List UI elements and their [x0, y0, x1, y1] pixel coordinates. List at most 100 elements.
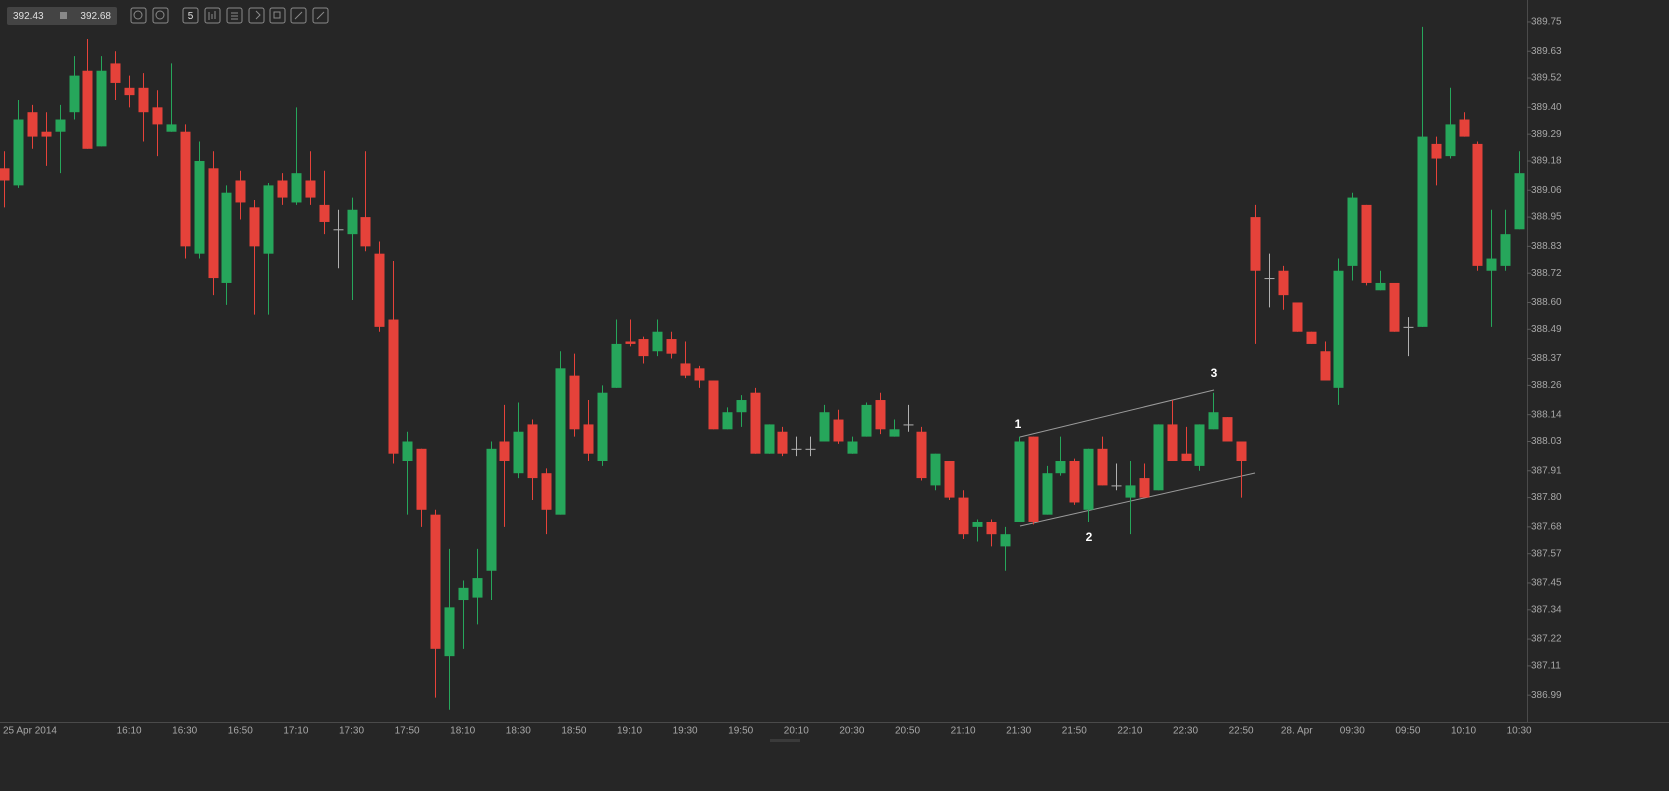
candle-body	[1194, 424, 1205, 466]
candle-body	[944, 461, 955, 498]
interval-button[interactable]	[182, 7, 199, 24]
candle-body	[1445, 124, 1456, 157]
candle-body	[166, 124, 177, 132]
candle-body	[458, 587, 469, 601]
x-tick-label: 22:10	[1117, 726, 1142, 737]
y-tick-label: 389.52	[1531, 73, 1562, 84]
candle-body	[1222, 417, 1233, 442]
candle-body	[1069, 461, 1080, 503]
y-tick-label: 388.95	[1531, 212, 1562, 223]
y-tick-label: 386.99	[1531, 690, 1562, 701]
candle-body	[291, 173, 302, 203]
x-tick-label: 09:30	[1340, 726, 1365, 737]
candle-body	[1403, 326, 1414, 328]
candle-body	[958, 497, 969, 535]
annotation: 1	[1015, 417, 1022, 431]
x-tick-label: 19:30	[673, 726, 698, 737]
x-tick-label: 18:50	[561, 726, 586, 737]
candle-body	[847, 441, 858, 454]
zoom-in-button[interactable]	[152, 7, 169, 24]
candle-body	[1014, 441, 1025, 522]
y-tick-label: 387.57	[1531, 548, 1562, 559]
y-tick-label: 387.22	[1531, 634, 1562, 645]
candle-body	[764, 424, 775, 454]
candle-body	[875, 400, 886, 430]
candle-body	[791, 448, 802, 450]
compare-button[interactable]	[269, 7, 286, 24]
candle-body	[750, 392, 761, 454]
candle-body	[1181, 453, 1192, 462]
channel-lower-line	[1019, 472, 1256, 527]
x-tick-label: 19:10	[617, 726, 642, 737]
y-tick-label: 388.49	[1531, 324, 1562, 335]
candle-body	[55, 119, 66, 132]
candle-body	[1417, 136, 1428, 327]
candle-body	[208, 168, 219, 279]
x-tick-label: 21:10	[951, 726, 976, 737]
candle-body	[124, 87, 135, 96]
settings-button[interactable]	[226, 7, 243, 24]
candle-body	[41, 131, 52, 137]
y-tick-label: 387.68	[1531, 522, 1562, 533]
candle-body	[360, 217, 371, 247]
plot	[0, 26, 1525, 710]
candle-body	[152, 107, 163, 125]
candle-body	[1347, 197, 1358, 266]
candle-body	[708, 380, 719, 430]
chart-type-button[interactable]	[204, 7, 221, 24]
zoom-out-icon	[133, 10, 143, 20]
edit-button[interactable]	[290, 7, 307, 24]
x-tick-label: 20:30	[839, 726, 864, 737]
y-tick-label: 388.26	[1531, 380, 1562, 391]
y-tick-label: 387.45	[1531, 578, 1562, 589]
candle-body	[638, 339, 649, 357]
y-tick-label: 387.34	[1531, 604, 1562, 615]
y-tick-label: 389.29	[1531, 129, 1562, 140]
candle-body	[903, 424, 914, 426]
candle-body	[777, 431, 788, 454]
scrollbar[interactable]	[770, 739, 800, 742]
x-tick-label: 22:50	[1229, 726, 1254, 737]
candle-body	[1139, 478, 1150, 498]
x-tick-label: 16:30	[172, 726, 197, 737]
x-tick-label: 17:50	[395, 726, 420, 737]
candle-body	[402, 441, 413, 462]
toolbar-icons	[208, 10, 325, 20]
candle-body	[1111, 485, 1122, 487]
candle-body	[110, 63, 121, 83]
candle-body	[1292, 302, 1303, 332]
toolbar: 392.43 392.68 5	[7, 7, 329, 25]
candle-body	[527, 424, 538, 479]
y-tick-label: 387.91	[1531, 465, 1562, 476]
candle-body	[1264, 278, 1275, 280]
candle-body	[388, 319, 399, 454]
price-right: 392.68	[80, 11, 111, 22]
candle-body	[305, 180, 316, 198]
candle-body	[1250, 217, 1261, 271]
candle-body	[1320, 351, 1331, 381]
draw-button[interactable]	[312, 7, 329, 24]
candle-body	[833, 419, 844, 442]
zoom-in-icon	[155, 10, 165, 20]
candle-body	[333, 229, 344, 231]
candle-body	[569, 375, 580, 430]
x-tick-label: 09:50	[1395, 726, 1420, 737]
candle-body	[0, 168, 10, 181]
x-tick-label: 16:10	[117, 726, 142, 737]
price-left: 392.43	[13, 11, 44, 22]
zoom-out-button[interactable]	[130, 7, 147, 24]
annotation: 3	[1211, 366, 1218, 380]
candle-body	[916, 431, 927, 479]
trend-channel	[1019, 389, 1256, 527]
candle-body	[1278, 270, 1289, 296]
x-tick-label: 20:10	[784, 726, 809, 737]
candle-body	[69, 75, 80, 113]
y-tick-label: 389.75	[1531, 17, 1562, 28]
candle-body	[930, 453, 941, 486]
candle-body	[972, 521, 983, 527]
indicator-button[interactable]	[248, 7, 265, 24]
candle-body	[263, 185, 274, 254]
x-tick-label: 17:10	[283, 726, 308, 737]
